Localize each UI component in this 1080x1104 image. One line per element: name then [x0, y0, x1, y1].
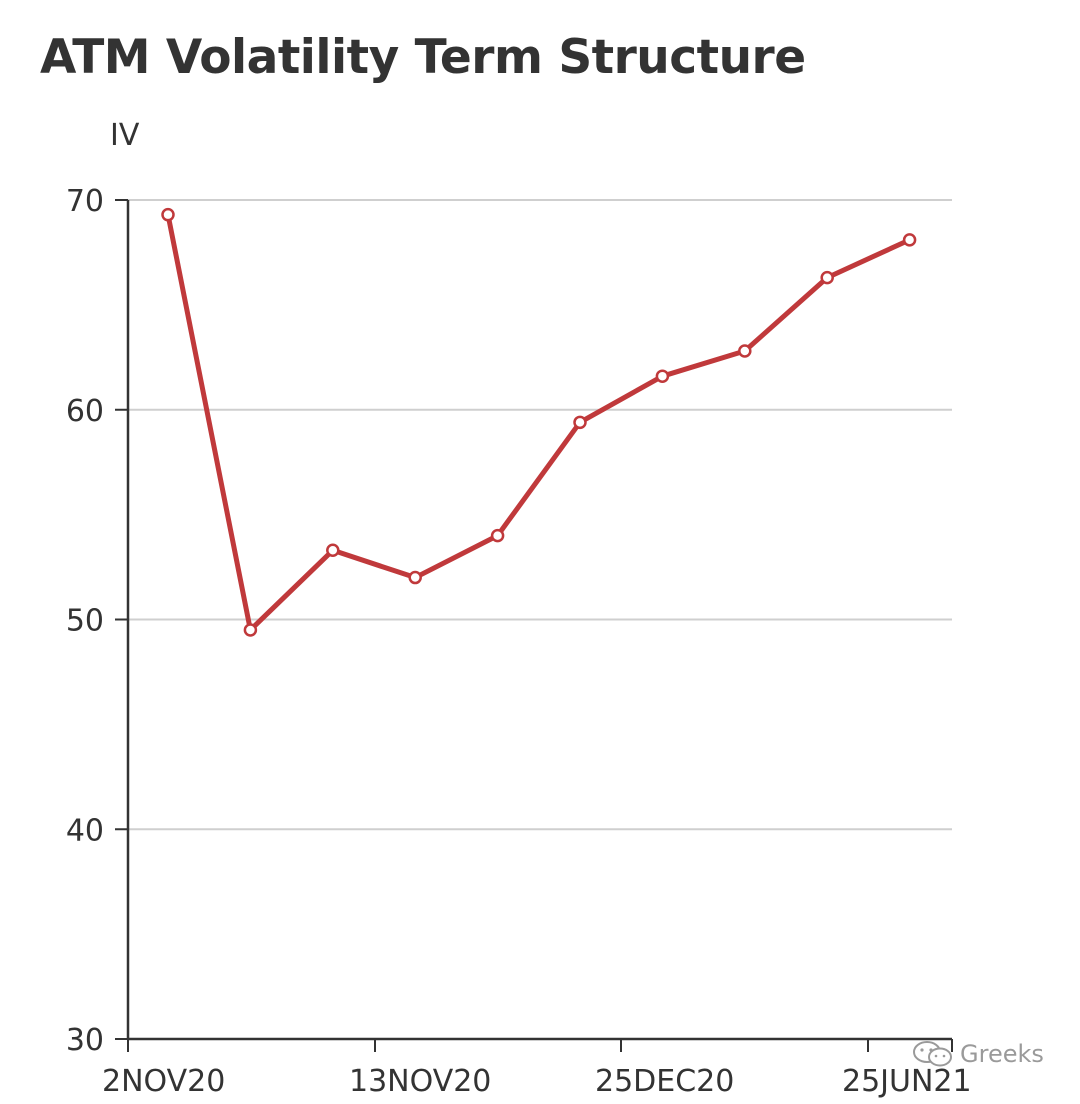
y-axis-title: IV [110, 118, 140, 153]
data-point-7 [738, 344, 752, 358]
watermark: Greeks [912, 1040, 1044, 1068]
data-point-0 [161, 207, 175, 222]
x-tick-label-2: 25DEC20 [595, 1064, 734, 1099]
data-point-6 [655, 369, 670, 383]
data-point-5 [573, 415, 587, 430]
data-point-1 [243, 623, 258, 637]
y-tick-label-30: 30 [66, 1023, 104, 1058]
x-tick-label-0: 2NOV20 [102, 1064, 225, 1099]
x-tick-label-3: 25JUN21 [842, 1064, 972, 1099]
chart-title: ATM Volatility Term Structure [40, 30, 806, 85]
x-tick-label-1: 13NOV20 [349, 1064, 491, 1099]
y-tick-label-70: 70 [66, 184, 104, 219]
y-tick-label-50: 50 [66, 604, 104, 639]
watermark-text: Greeks [960, 1040, 1044, 1068]
wechat-icon [913, 1041, 952, 1067]
x-axis-ticks: 2NOV20 13NOV20 25DEC20 25JUN21 [102, 1039, 972, 1099]
series-iv [161, 207, 917, 637]
y-axis-ticks: 30 40 50 60 70 [66, 184, 128, 1058]
gridlines [128, 199, 952, 831]
data-point-2 [326, 543, 340, 558]
data-point-8 [820, 270, 834, 285]
data-point-9 [902, 233, 917, 247]
data-point-3 [408, 570, 422, 585]
series-line [165, 212, 913, 633]
data-point-4 [490, 528, 505, 543]
y-tick-label-40: 40 [66, 813, 104, 848]
y-tick-label-60: 60 [66, 394, 104, 429]
